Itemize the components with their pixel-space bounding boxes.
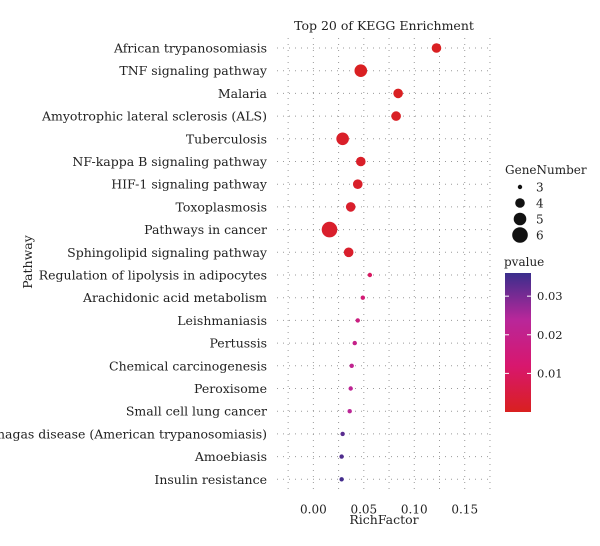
size-legend-label: 5 [536, 213, 544, 227]
y-tick-label: Chagas disease (American trypanosomiasis… [0, 426, 267, 441]
data-point [360, 295, 366, 300]
data-point [339, 454, 344, 459]
y-tick-label: Amoebiasis [194, 449, 267, 464]
y-tick-label: Pertussis [209, 336, 267, 351]
x-axis-title: RichFactor [349, 512, 418, 527]
grid-layer [277, 38, 493, 492]
y-tick-label: Amyotrophic lateral sclerosis (ALS) [41, 109, 267, 124]
size-legend: GeneNumber 3 4 5 6 [505, 163, 587, 243]
pvalue-colorbar [505, 273, 531, 412]
colorbar-tick-label: 0.01 [537, 366, 563, 380]
color-legend: pvalue 0.01 0.02 0.03 [504, 255, 563, 412]
data-point [393, 88, 403, 99]
y-tick-label: Arachidonic acid metabolism [82, 290, 267, 305]
data-point [355, 156, 366, 167]
data-point [321, 221, 338, 238]
data-point [352, 179, 363, 189]
data-point [339, 477, 344, 482]
x-axis: 0.00 0.05 0.10 0.15 [300, 502, 478, 516]
plot-area [273, 36, 495, 488]
size-legend-marker [513, 212, 527, 226]
y-tick-label: Toxoplasmosis [175, 199, 267, 214]
y-tick-label: Tuberculosis [186, 131, 267, 146]
data-point [345, 202, 356, 212]
color-legend-title: pvalue [504, 255, 544, 269]
x-tick-label: 0.15 [451, 502, 478, 516]
data-point [349, 363, 354, 368]
y-tick-label: Peroxisome [194, 381, 267, 396]
y-tick-label: Sphingolipid signaling pathway [67, 245, 268, 260]
y-tick-label: HIF-1 signaling pathway [111, 177, 268, 192]
y-axis-labels: African trypanosomiasis TNF signaling pat… [0, 41, 268, 487]
data-point [354, 64, 368, 77]
colorbar-tick-label: 0.03 [537, 289, 563, 303]
size-legend-label: 3 [536, 181, 544, 195]
y-tick-label: Insulin resistance [154, 472, 267, 487]
data-point [343, 247, 354, 258]
size-legend-label: 6 [536, 229, 544, 243]
chart-title: Top 20 of KEGG Enrichment [294, 18, 474, 33]
y-tick-label: Leishmaniasis [177, 313, 267, 328]
y-tick-label: Chemical carcinogenesis [109, 358, 267, 373]
y-axis-title: Pathway [20, 234, 35, 289]
size-legend-marker [517, 184, 523, 190]
data-point [431, 43, 442, 53]
size-legend-marker [512, 227, 528, 243]
points-layer [321, 43, 442, 482]
data-point [348, 386, 353, 391]
data-point [367, 272, 373, 278]
y-tick-label: Pathways in cancer [144, 222, 267, 237]
x-tick-label: 0.10 [401, 502, 428, 516]
data-point [355, 318, 360, 323]
size-legend-title: GeneNumber [505, 163, 587, 177]
data-point [391, 111, 401, 121]
size-legend-label: 4 [536, 197, 544, 211]
data-point [347, 409, 352, 414]
y-tick-label: NF-kappa B signaling pathway [72, 154, 268, 169]
x-tick-label: 0.00 [300, 502, 327, 516]
x-tick-label: 0.05 [350, 502, 377, 516]
data-point [352, 340, 357, 346]
data-point [340, 431, 345, 437]
y-tick-label: African trypanosomiasis [113, 41, 267, 56]
size-legend-marker [515, 198, 525, 208]
y-tick-label: Malaria [218, 86, 268, 101]
colorbar-tick-label: 0.02 [537, 328, 563, 342]
y-tick-label: TNF signaling pathway [119, 63, 268, 78]
y-tick-label: Regulation of lipolysis in adipocytes [39, 268, 267, 283]
data-point [336, 132, 349, 146]
y-tick-label: Small cell lung cancer [126, 404, 267, 419]
